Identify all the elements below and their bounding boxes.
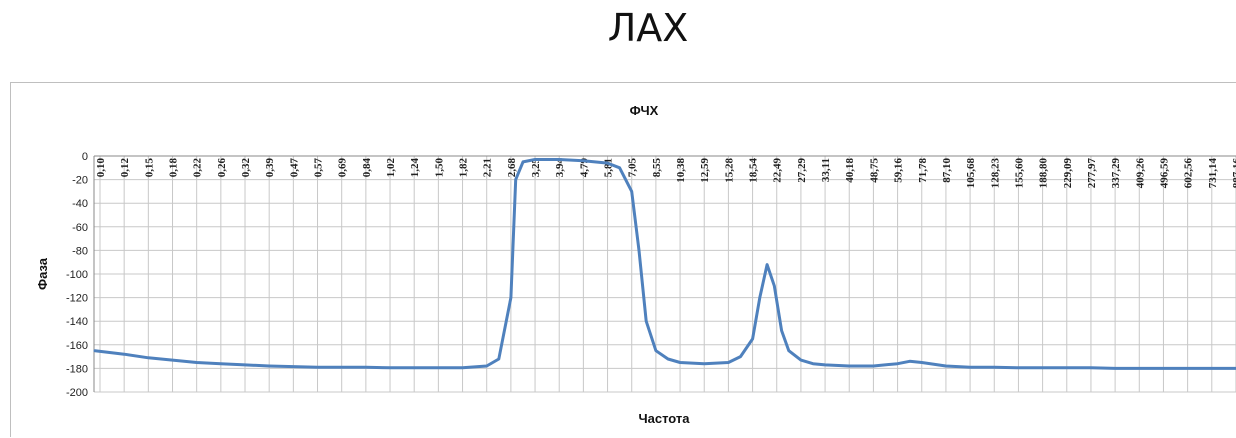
y-axis-label: Фаза xyxy=(35,257,50,290)
y-tick-label: -100 xyxy=(66,269,88,281)
x-tick-label: 71,78 xyxy=(917,158,929,183)
x-tick-label: 0,12 xyxy=(119,158,131,178)
x-tick-label: 87,10 xyxy=(941,158,953,183)
x-tick-label: 12,59 xyxy=(699,158,711,183)
x-tick-label: 409,26 xyxy=(1134,158,1146,189)
x-tick-label: 8,55 xyxy=(651,158,663,178)
x-tick-label: 337,29 xyxy=(1110,158,1122,189)
x-tick-label: 2,21 xyxy=(482,158,494,177)
x-tick-label: 188,80 xyxy=(1038,158,1050,189)
x-tick-label: 496,59 xyxy=(1158,158,1170,189)
x-tick-label: 128,23 xyxy=(989,158,1001,189)
x-tick-label: 602,56 xyxy=(1183,158,1195,189)
x-tick-label: 1,50 xyxy=(433,158,445,178)
y-tick-label: -120 xyxy=(66,293,88,305)
x-tick-label: 33,11 xyxy=(820,158,832,182)
x-tick-label: 887,16 xyxy=(1231,158,1236,189)
y-tick-label: 0 xyxy=(82,151,88,163)
page-title: ЛАХ xyxy=(607,6,689,50)
x-tick-label: 10,38 xyxy=(675,158,687,183)
y-tick-label: -160 xyxy=(66,340,88,352)
x-tick-label: 22,49 xyxy=(772,158,784,183)
x-tick-label: 7,05 xyxy=(627,158,639,178)
x-tick-label: 5,81 xyxy=(603,158,615,177)
x-tick-label: 1,24 xyxy=(409,158,421,178)
chart-title: ФЧХ xyxy=(630,103,659,118)
x-tick-label: 15,28 xyxy=(723,158,735,183)
x-tick-label: 731,14 xyxy=(1207,158,1219,189)
x-tick-label: 3,94 xyxy=(554,158,566,178)
x-tick-label: 40,18 xyxy=(844,158,856,183)
x-tick-label: 1,02 xyxy=(385,158,397,178)
y-tick-label: -80 xyxy=(72,245,88,257)
x-tick-label: 1,82 xyxy=(458,158,470,178)
x-tick-label: 155,60 xyxy=(1013,158,1025,189)
x-tick-label: 0,84 xyxy=(361,158,373,178)
series-line xyxy=(93,158,1236,370)
x-tick-label: 0,10 xyxy=(95,158,107,178)
y-tick-label: -40 xyxy=(72,198,88,210)
x-tick-label: 0,69 xyxy=(337,158,349,178)
chart-frame: 0 -20 -40 -60 -80 -100 -120 -140 -160 -180 -200 0,1… xyxy=(10,82,1236,437)
y-tick-label: -200 xyxy=(66,387,88,399)
x-tick-label: 0,39 xyxy=(264,158,276,178)
x-tick-label: 3,25 xyxy=(530,158,542,178)
x-tick-label: 229,09 xyxy=(1062,158,1074,189)
x-tick-label: 0,57 xyxy=(313,158,325,178)
x-tick-label: 0,26 xyxy=(216,158,228,178)
x-tick-label: 277,97 xyxy=(1086,158,1098,189)
x-tick-label: 27,29 xyxy=(796,158,808,183)
y-tick-label: -20 xyxy=(72,175,88,187)
x-axis-label: Частота xyxy=(638,411,690,426)
y-tick-label: -140 xyxy=(66,316,88,328)
x-tick-label: 105,68 xyxy=(965,158,977,189)
x-tick-label: 2,68 xyxy=(506,158,518,178)
x-tick-label: 0,22 xyxy=(192,158,204,178)
x-tick-label: 0,15 xyxy=(143,158,155,178)
x-tick-label: 48,75 xyxy=(868,158,880,183)
y-tick-label: -180 xyxy=(66,363,88,375)
x-tick-label: 18,54 xyxy=(748,158,760,183)
y-tick-label: -60 xyxy=(72,222,88,234)
x-tick-label: 59,16 xyxy=(893,158,905,183)
x-tick-label: 0,47 xyxy=(288,158,300,178)
x-tick-label: 0,32 xyxy=(240,158,252,178)
phase-chart: 0 -20 -40 -60 -80 -100 -120 -140 -160 -180 -200 0,1… xyxy=(35,103,1236,426)
x-tick-label: 0,18 xyxy=(168,158,180,178)
